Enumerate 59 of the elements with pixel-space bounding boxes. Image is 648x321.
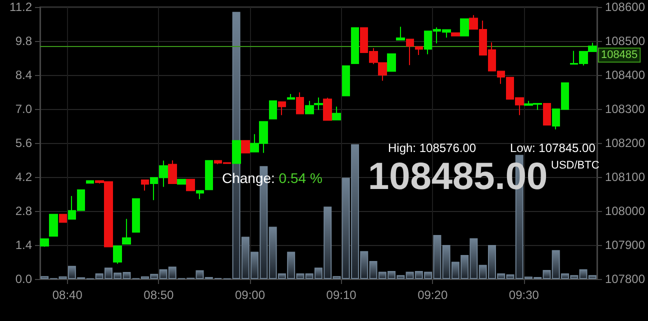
annotation: High: 108576.00 (388, 141, 476, 155)
annotation: Low: 107845.00 (510, 141, 596, 155)
y2-tick-label: 108400 (604, 68, 646, 82)
candlestick (59, 214, 67, 223)
y2-tick-label: 108300 (604, 102, 646, 116)
candlestick (186, 178, 195, 192)
candlestick (323, 97, 332, 121)
x-tick-label: 09:10 (326, 288, 357, 302)
candlestick (287, 94, 295, 100)
y-tick-label: 8.4 (15, 68, 32, 82)
x-tick-label: 08:50 (144, 288, 174, 302)
y2-tick-label: 108200 (604, 136, 646, 150)
y2-tick-label: 108000 (604, 204, 646, 218)
candlestick (460, 18, 469, 36)
y-tick-label: 4.2 (15, 170, 32, 184)
y2-tick-label: 108100 (604, 170, 646, 184)
ref-line-label: 108485 (600, 49, 638, 62)
candlestick (296, 92, 304, 114)
candlestick (387, 53, 396, 72)
candlestick (86, 180, 94, 184)
candlestick (332, 106, 341, 120)
x-tick-label: 09:30 (508, 288, 540, 302)
y-tick-label: 9.8 (15, 34, 32, 48)
candlestick (168, 160, 177, 184)
y2-tick-label: 107800 (604, 272, 646, 286)
annotation: USD/BTC (551, 160, 600, 172)
y-tick-label: 11.2 (10, 0, 32, 14)
candlestick (351, 27, 359, 64)
candlestick (113, 246, 122, 264)
candlestick (278, 101, 286, 116)
candlestick (396, 26, 405, 40)
candlestick (49, 214, 58, 237)
candlestick (543, 103, 551, 126)
candlestick (415, 46, 423, 56)
y-tick-label: 1.4 (15, 238, 32, 252)
candlestick (122, 218, 131, 244)
y2-tick-label: 108500 (604, 34, 646, 48)
y-tick-label: 0.0 (15, 272, 32, 286)
candlestick (177, 178, 186, 185)
y2-tick-label: 107900 (604, 238, 646, 252)
y-tick-label: 7.0 (15, 102, 32, 116)
candlestick (305, 100, 314, 114)
x-tick-label: 09:00 (234, 288, 266, 302)
y-tick-label: 5.6 (15, 136, 32, 150)
y2-tick-label: 108600 (604, 0, 646, 14)
x-tick-label: 08:40 (52, 288, 83, 302)
candlestick (141, 180, 149, 192)
candlestick (232, 140, 241, 164)
candlestick (451, 32, 460, 36)
candlestick (314, 96, 323, 111)
x-tick-label: 09:20 (418, 288, 448, 302)
candlestick (269, 100, 277, 120)
candlestick (196, 190, 204, 200)
candlestick (241, 140, 250, 154)
candlestick (205, 160, 213, 190)
candlestick (406, 38, 414, 66)
y-tick-label: 2.8 (15, 204, 32, 218)
candlestick (342, 65, 350, 96)
candlestick (132, 198, 140, 233)
